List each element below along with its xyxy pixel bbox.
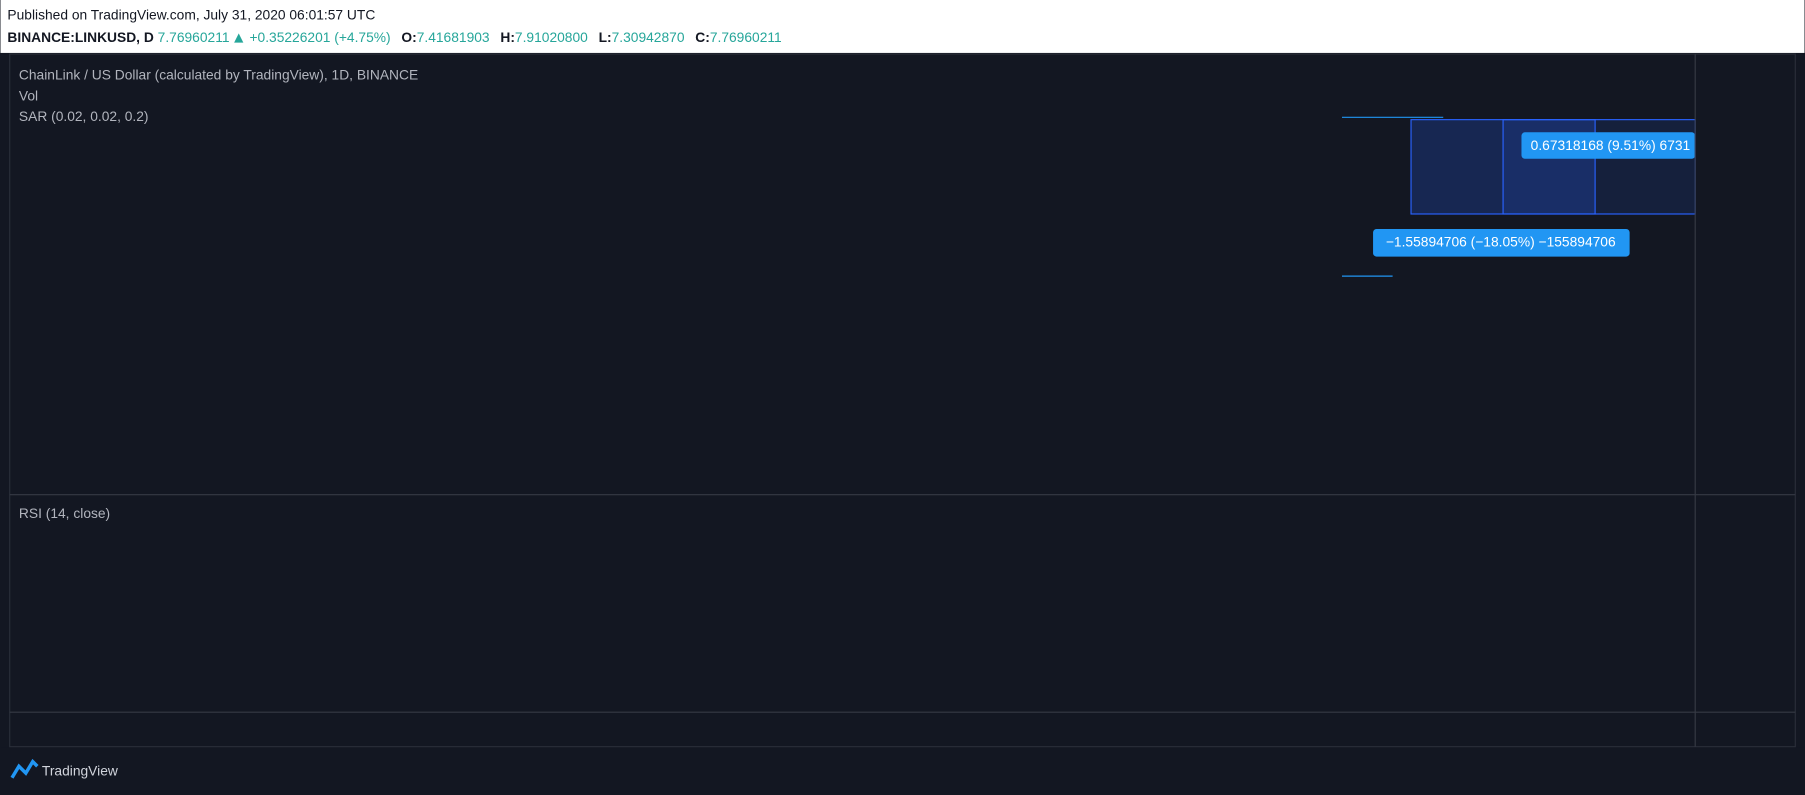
up-arrow — [234, 33, 244, 43]
measure-label: 0.67318168 (9.51%) 6731 — [1531, 138, 1691, 153]
last-value: 7.76960211 — [158, 30, 230, 45]
open-label: O: — [401, 30, 416, 45]
high-value: 7.91020800 — [515, 30, 588, 45]
change: +0.35226201 (+4.75%) — [249, 30, 390, 45]
close-label: C: — [695, 30, 710, 45]
footer — [0, 747, 1805, 795]
high-label: H: — [500, 30, 515, 45]
brand: TradingView — [42, 764, 118, 779]
low-label: L: — [599, 30, 612, 45]
chart-title: ChainLink / US Dollar (calculated by Tra… — [19, 68, 418, 83]
low-value: 7.30942870 — [612, 30, 685, 45]
rsi-title: RSI (14, close) — [19, 506, 110, 521]
indicator-label: Vol — [19, 88, 38, 103]
tradingview-logo: TradingView — [10, 758, 118, 779]
indicator-label: SAR (0.02, 0.02, 0.2) — [19, 109, 149, 124]
open-value: 7.41681903 — [417, 30, 490, 45]
chart-frame — [9, 53, 1796, 748]
close-value: 7.76960211 — [710, 30, 782, 45]
measure-label-box — [1373, 228, 1630, 257]
symbol-line: BINANCE:LINKUSD, D 7.76960211 +0.3522620… — [7, 30, 781, 45]
label-layer: 0.67318168 (9.51%) 6731 −1.55894706 (−18… — [1373, 132, 1696, 257]
published-line: Published on TradingView.com, July 31, 2… — [7, 8, 375, 23]
measure-label-box — [1521, 132, 1696, 159]
symbol: BINANCE:LINKUSD, D — [7, 30, 153, 45]
header-background — [0, 0, 1805, 53]
measure-label: −1.55894706 (−18.05%) −155894706 — [1386, 234, 1616, 249]
logo-icon — [10, 758, 39, 779]
